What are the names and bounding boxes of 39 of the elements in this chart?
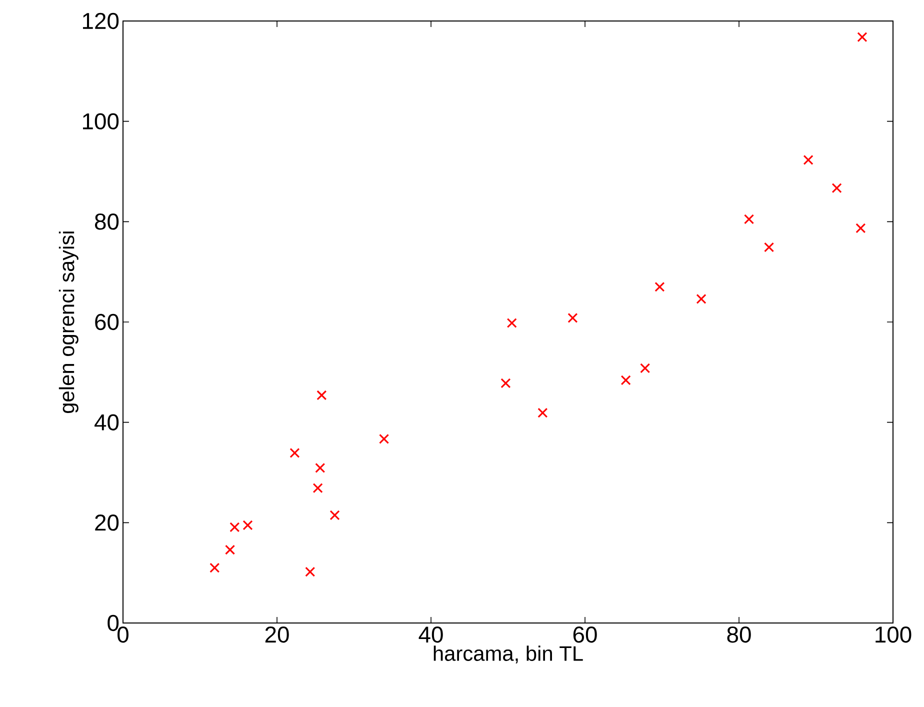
point: [378, 434, 390, 444]
point: [305, 566, 316, 577]
point: [242, 520, 253, 530]
y-tick-label: 100: [83, 113, 119, 130]
y-tick-label: 40: [94, 414, 119, 430]
point: [500, 378, 511, 388]
point: [312, 483, 323, 494]
y-tick-label: 20: [95, 514, 119, 531]
point: [316, 390, 327, 400]
y-tick-label: 120: [83, 12, 119, 30]
point: [315, 462, 326, 474]
point: [210, 562, 220, 573]
point: [330, 510, 340, 520]
point: [654, 282, 665, 292]
point: [764, 242, 774, 252]
point: [230, 522, 240, 532]
point: [620, 375, 631, 386]
x-tick-label: 40: [418, 626, 443, 643]
y-tick-label: 0: [108, 614, 119, 632]
point: [832, 183, 842, 194]
point: [803, 154, 814, 165]
point: [744, 214, 754, 224]
point: [506, 318, 517, 328]
x-tick-label: 80: [727, 626, 751, 643]
x-tick-label: 60: [573, 626, 597, 643]
y-tick-label: 80: [94, 214, 119, 230]
x-axis-title: harcama, bin TL: [434, 646, 583, 664]
x-tick-label: 20: [265, 626, 289, 643]
point: [640, 363, 650, 374]
point: [857, 32, 868, 42]
point: [224, 544, 236, 555]
point: [696, 294, 706, 304]
x-tick-label: 100: [876, 626, 912, 643]
point: [856, 223, 866, 234]
point: [538, 408, 548, 418]
point: [568, 312, 578, 324]
y-axis-title: gelen ogrenci sayisi: [58, 232, 78, 413]
y-tick-label: 60: [95, 314, 119, 330]
point: [290, 448, 300, 458]
